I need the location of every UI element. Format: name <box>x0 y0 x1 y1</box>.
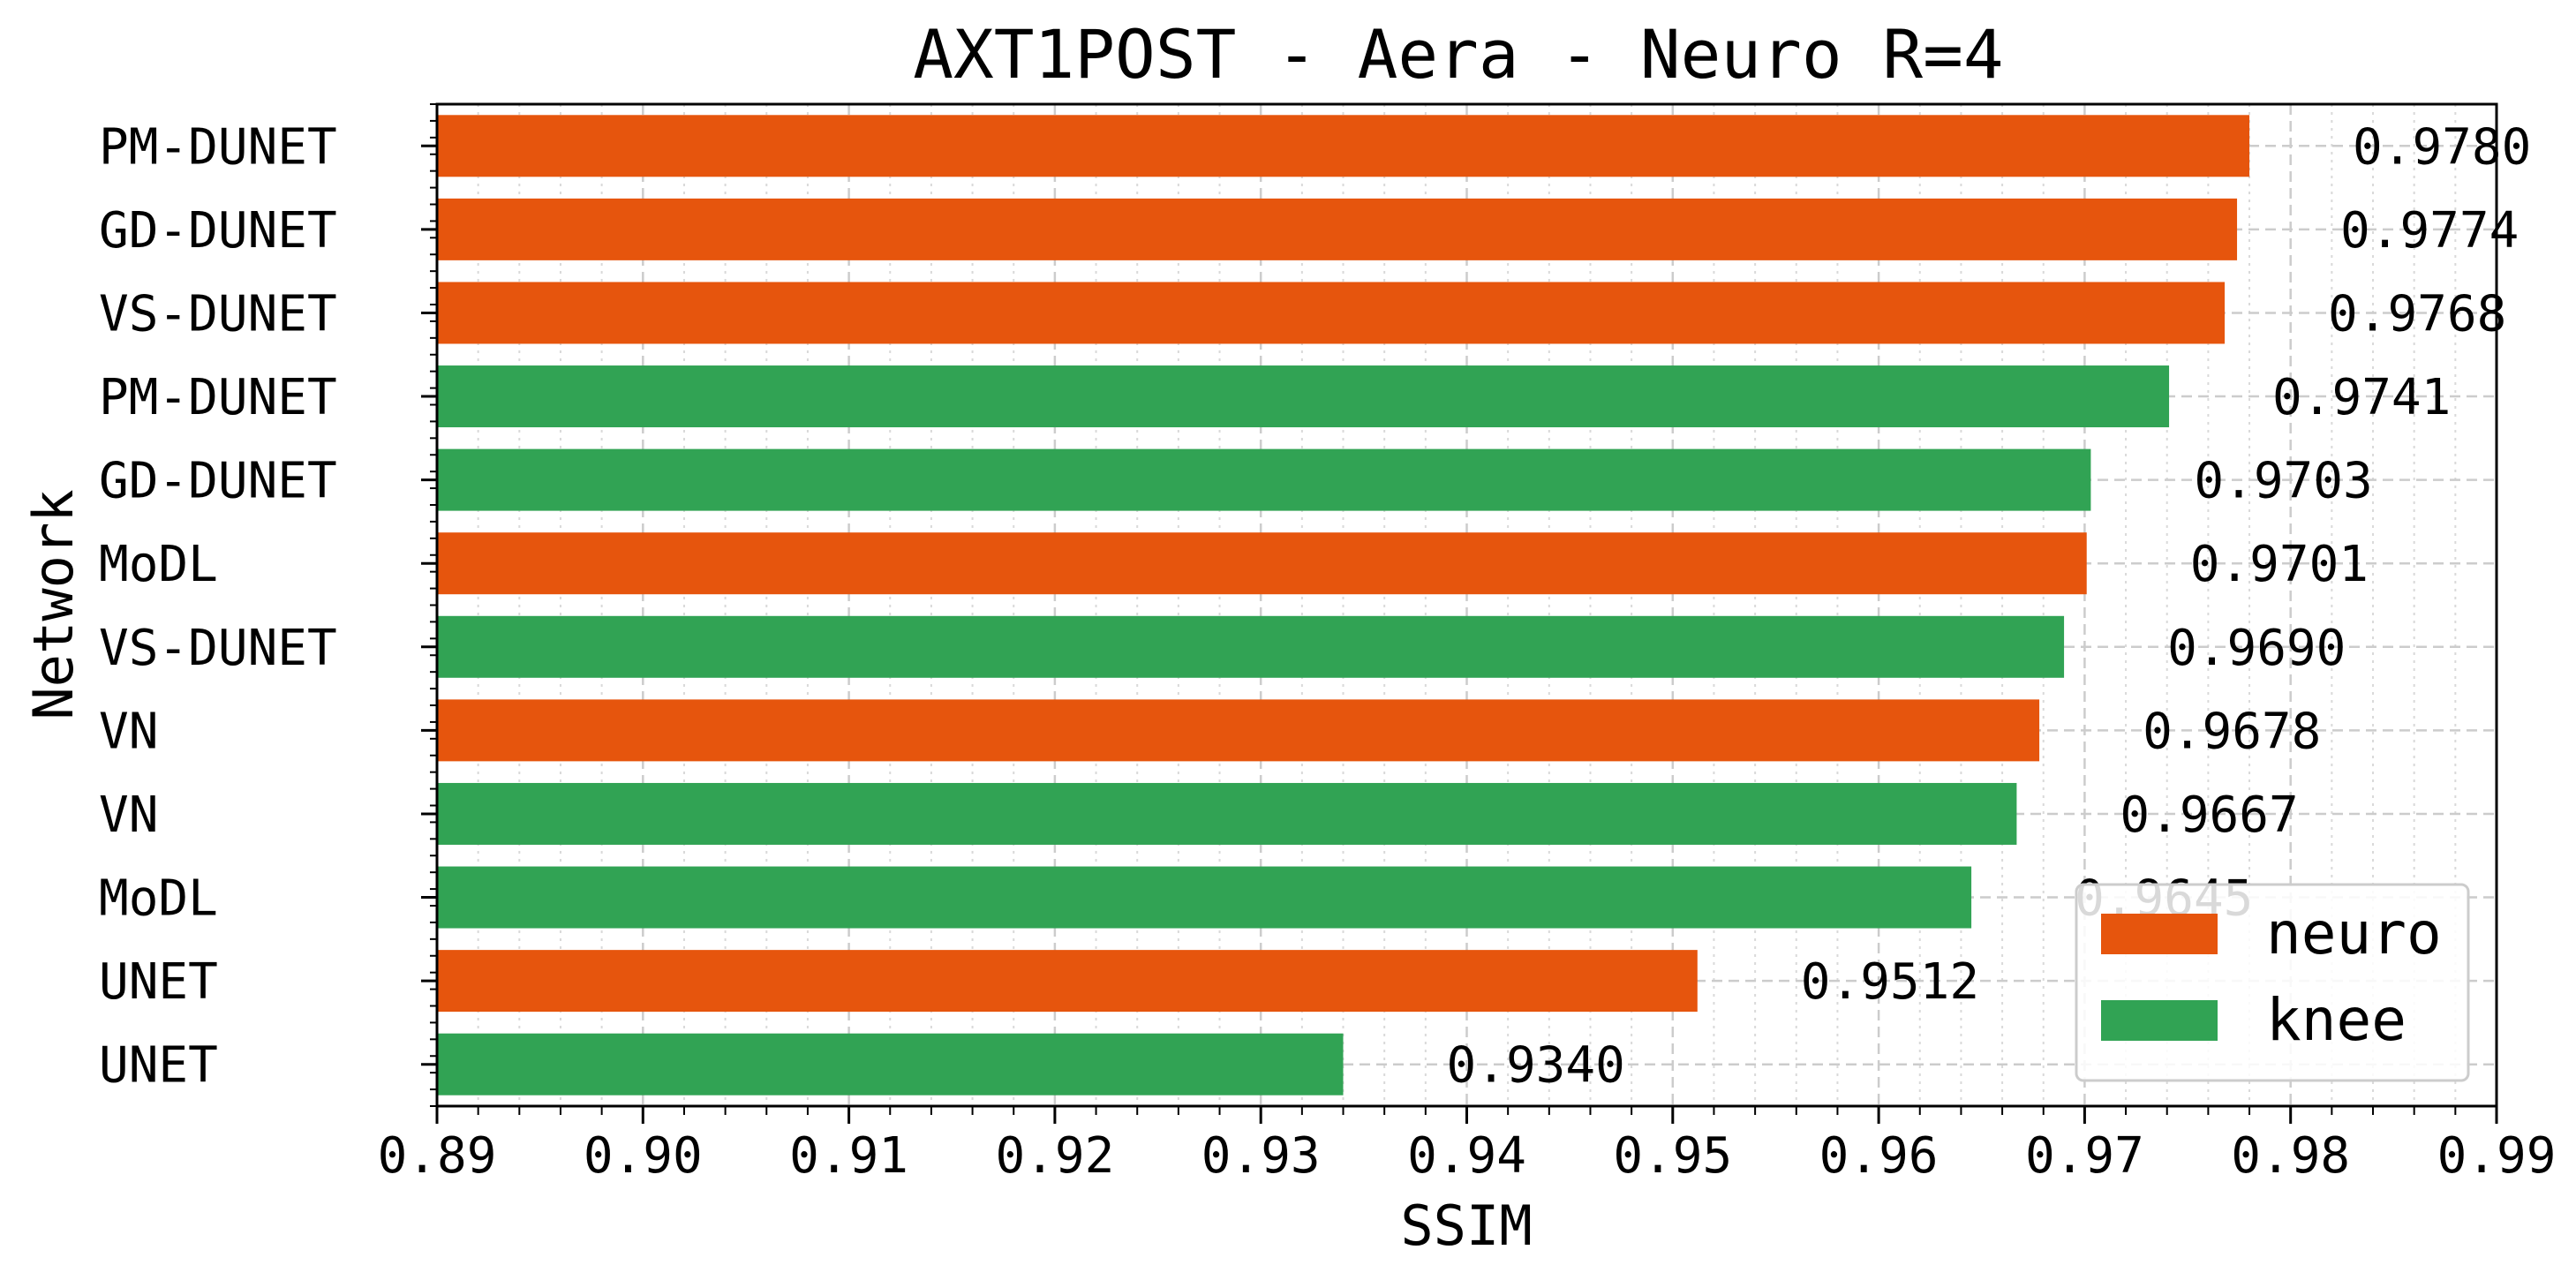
bar-value-label: 0.9774 <box>2340 202 2519 260</box>
x-tick-label: 0.96 <box>1819 1127 1939 1185</box>
bar-neuro <box>437 115 2250 177</box>
y-tick-label: VN <box>99 787 158 844</box>
bar-neuro <box>437 198 2238 260</box>
x-tick-label: 0.99 <box>2437 1127 2557 1185</box>
x-tick-label: 0.91 <box>789 1127 908 1185</box>
bar-neuro <box>437 699 2040 762</box>
x-tick-label: 0.98 <box>2231 1127 2350 1185</box>
legend-label-neuro: neuro <box>2266 900 2442 968</box>
x-axis-label: SSIM <box>1400 1193 1532 1258</box>
bar-knee <box>437 615 2065 678</box>
bar-value-label: 0.9701 <box>2190 536 2369 593</box>
y-tick-label: MoDL <box>99 870 218 928</box>
legend: neuro knee <box>2075 883 2470 1082</box>
legend-label-knee: knee <box>2266 986 2407 1054</box>
chart-title: AXT1POST - Aera - Neuro R=4 <box>913 15 2003 94</box>
y-tick-label: VS-DUNET <box>99 285 337 343</box>
bar-knee <box>437 448 2091 511</box>
y-axis-ticks: PM-DUNET GD-DUNET VS-DUNET PM-DUNET GD-DUNET… <box>99 103 437 1107</box>
y-tick-label: GD-DUNET <box>99 453 337 510</box>
y-tick-label: UNET <box>99 1037 218 1095</box>
x-tick-label: 0.93 <box>1201 1127 1321 1185</box>
bar-neuro <box>437 950 1698 1013</box>
bar-value-label: 0.9741 <box>2272 369 2451 426</box>
y-axis-label: Network <box>21 489 86 719</box>
y-tick-label: VN <box>99 703 158 760</box>
x-tick-label: 0.92 <box>995 1127 1114 1185</box>
x-tick-label: 0.90 <box>584 1127 703 1185</box>
bar-knee <box>437 782 2017 845</box>
bar-value-label: 0.9703 <box>2194 453 2372 510</box>
bar-neuro <box>437 532 2087 595</box>
legend-swatch-neuro <box>2101 914 2218 954</box>
bar-value-label: 0.9768 <box>2328 285 2506 343</box>
bar-value-label: 0.9512 <box>1801 953 1979 1011</box>
y-tick-label: MoDL <box>99 536 218 593</box>
bar-value-label: 0.9678 <box>2143 703 2321 760</box>
y-tick-label: PM-DUNET <box>99 369 337 426</box>
bar-value-label: 0.9690 <box>2167 620 2346 677</box>
bar-knee <box>437 866 1972 929</box>
x-tick-label: 0.89 <box>378 1127 497 1185</box>
y-tick-label: UNET <box>99 953 218 1011</box>
x-axis-ticks: 0.89 0.90 0.91 0.92 0.93 0.94 0.95 0.96 0.97 0.98… <box>378 1106 2557 1185</box>
y-tick-label: PM-DUNET <box>99 118 337 176</box>
bar-knee <box>437 365 2170 428</box>
bar-value-label: 0.9780 <box>2353 118 2531 176</box>
bar-value-label: 0.9340 <box>1447 1037 1625 1095</box>
bar-neuro <box>437 282 2226 344</box>
y-tick-label: GD-DUNET <box>99 202 337 260</box>
legend-swatch-knee <box>2101 1000 2218 1041</box>
x-tick-label: 0.97 <box>2025 1127 2144 1185</box>
x-tick-label: 0.95 <box>1613 1127 1732 1185</box>
y-tick-label: VS-DUNET <box>99 620 337 677</box>
x-tick-label: 0.94 <box>1407 1127 1526 1185</box>
bars <box>437 115 2250 1096</box>
bar-value-label: 0.9667 <box>2120 787 2298 844</box>
bar-knee <box>437 1033 1344 1096</box>
